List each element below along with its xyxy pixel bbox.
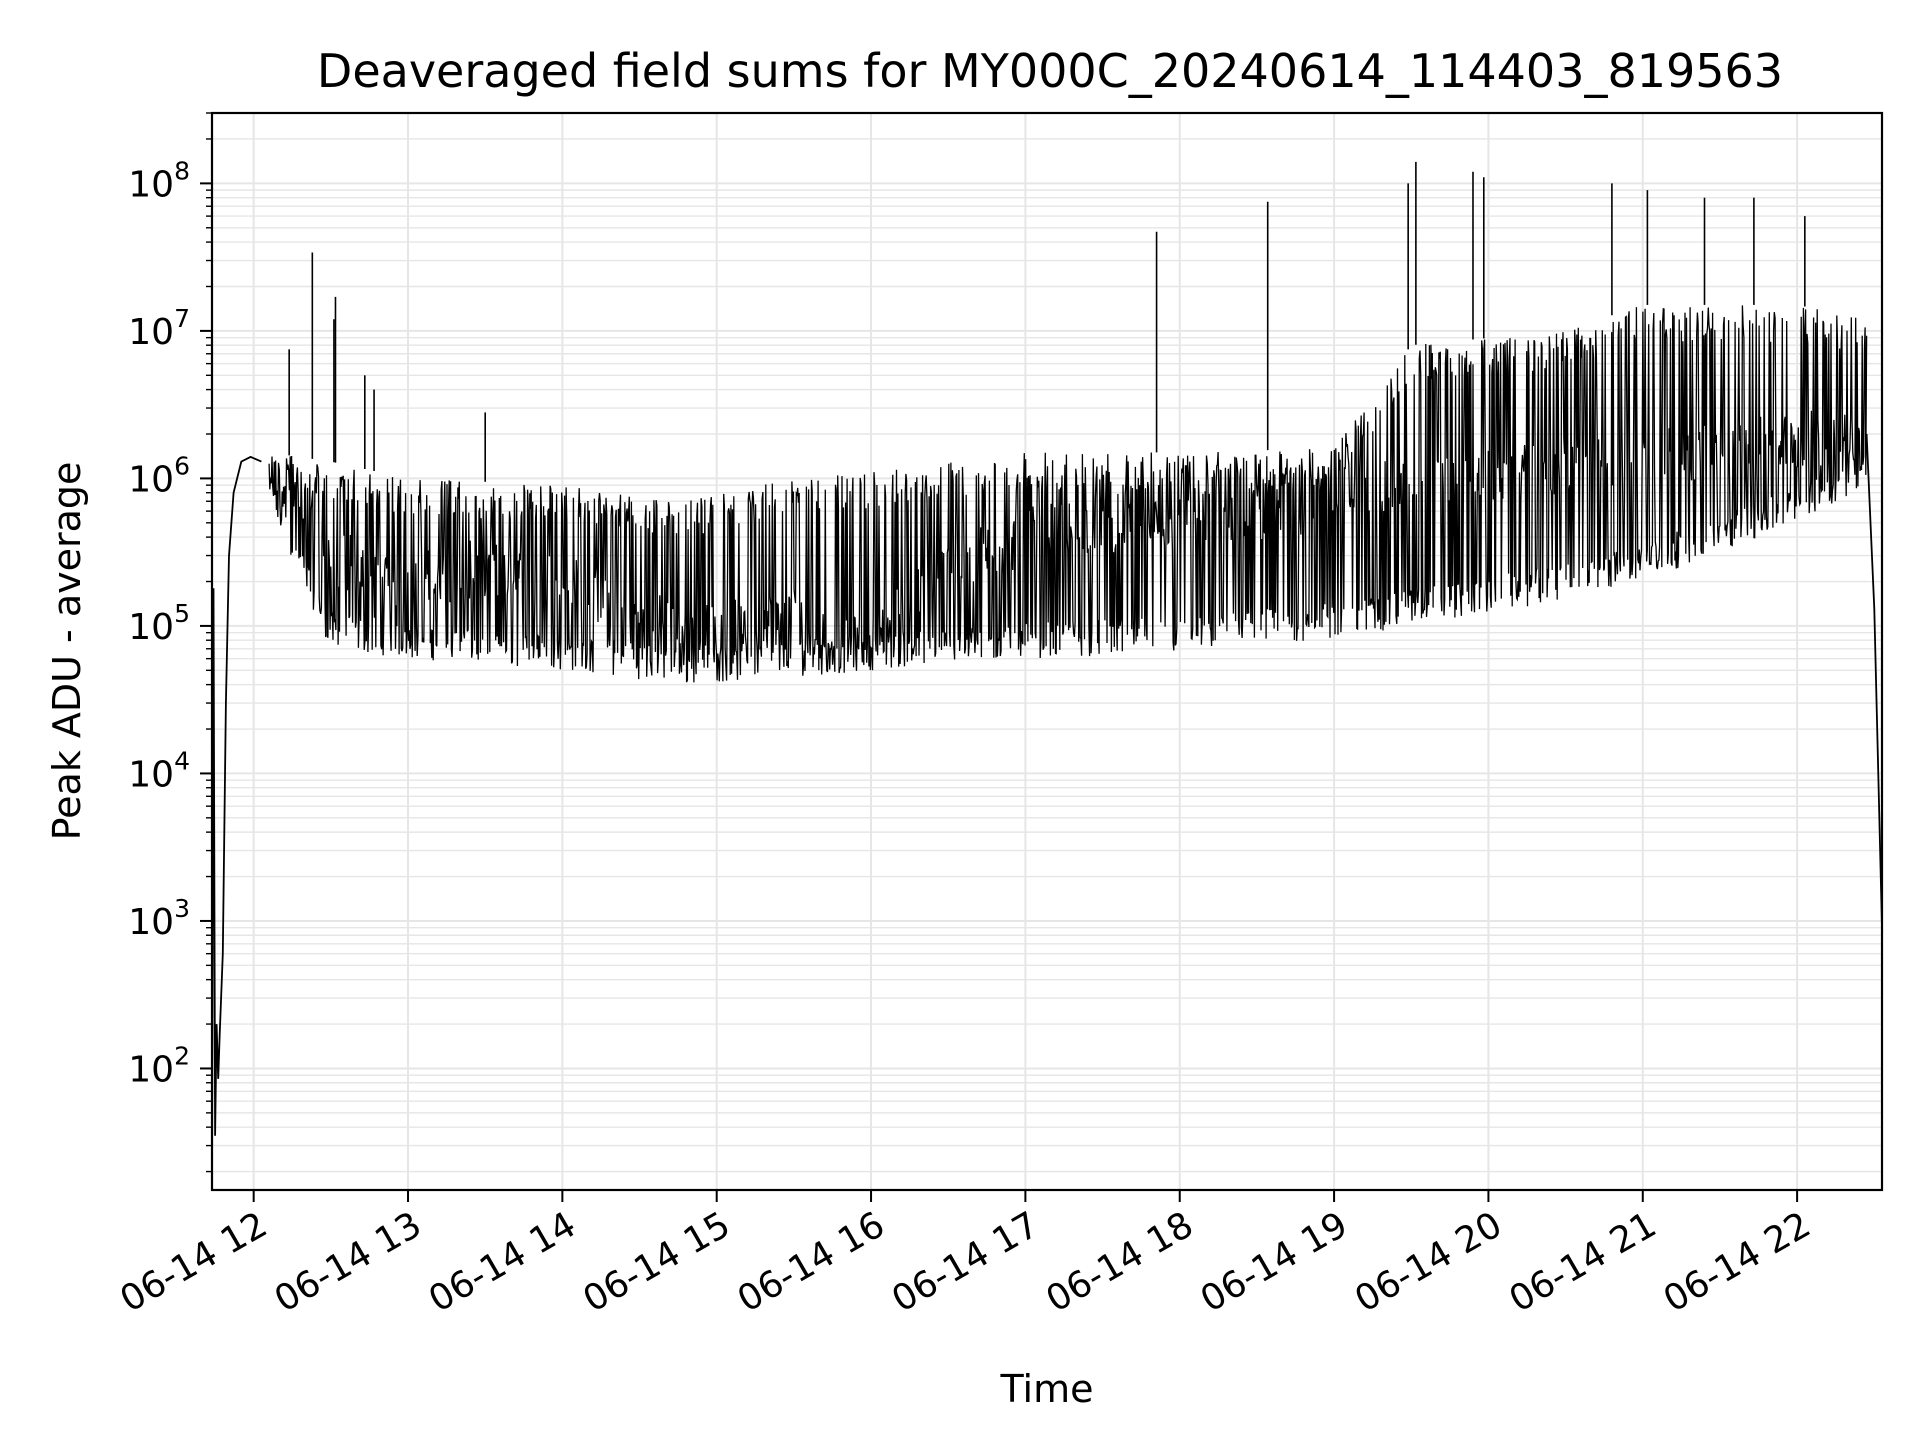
- y-tick-label: 105: [128, 599, 190, 648]
- x-tick-label: 06-14 19: [1194, 1204, 1355, 1320]
- y-axis: 102 103 104 105 106 107 108: [128, 112, 212, 1173]
- x-tick-label: 06-14 17: [885, 1204, 1046, 1320]
- x-tick-label: 06-14 14: [422, 1204, 583, 1320]
- series-end-segment: [1865, 433, 1883, 928]
- grid: [212, 112, 1882, 1190]
- x-tick-label: 06-14 20: [1348, 1204, 1509, 1320]
- series-line: [211, 161, 1883, 1191]
- x-tick-label: 06-14 13: [268, 1204, 429, 1320]
- x-tick-label: 06-14 16: [731, 1204, 892, 1320]
- y-tick-label: 108: [128, 156, 190, 205]
- x-axis-label: Time: [1000, 1367, 1094, 1411]
- x-tick-label: 06-14 15: [577, 1204, 738, 1320]
- x-tick-label: 06-14 12: [113, 1204, 274, 1320]
- x-tick-label: 06-14 21: [1503, 1204, 1664, 1320]
- x-tick-label: 06-14 18: [1040, 1204, 1201, 1320]
- y-tick-label: 104: [128, 746, 190, 795]
- y-axis-label: Peak ADU - average: [45, 462, 89, 841]
- x-tick-label: 06-14 22: [1657, 1204, 1818, 1320]
- chart-title: Deaveraged field sums for MY000C_2024061…: [317, 44, 1783, 98]
- series-start-segment: [211, 455, 262, 1191]
- y-tick-label: 107: [128, 304, 190, 353]
- y-tick-label: 102: [128, 1041, 190, 1090]
- y-tick-label: 106: [128, 451, 190, 500]
- y-tick-label: 103: [128, 894, 190, 943]
- series-trace: [268, 305, 1868, 683]
- plot-frame: [210, 111, 1884, 1192]
